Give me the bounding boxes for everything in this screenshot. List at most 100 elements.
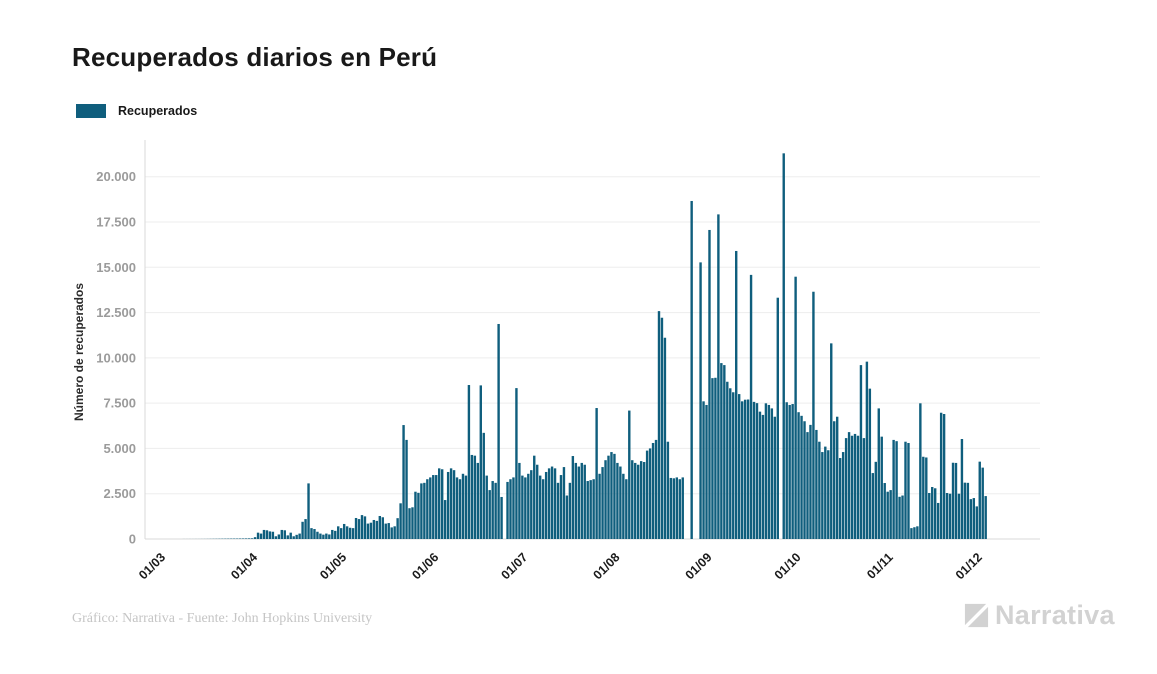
bar (746, 399, 750, 539)
bar (538, 475, 542, 539)
bar (645, 450, 649, 539)
bar (868, 388, 872, 539)
bar (984, 496, 987, 539)
bar (708, 229, 711, 539)
bar (702, 401, 705, 539)
bar (348, 527, 352, 539)
bar (767, 404, 771, 539)
bar (690, 200, 693, 540)
bar (812, 291, 815, 539)
bar (678, 479, 681, 539)
bar (239, 538, 242, 539)
bar (479, 385, 482, 539)
bar (265, 530, 269, 539)
bar (262, 529, 266, 539)
bar (821, 452, 824, 539)
bar (877, 408, 880, 539)
bar (723, 365, 726, 539)
y-tick-label: 15.000 (96, 260, 136, 275)
y-tick-label: 12.500 (96, 305, 136, 320)
bar (342, 523, 346, 539)
bar (357, 519, 361, 539)
bar (408, 508, 411, 539)
bar (948, 493, 952, 539)
bar (337, 526, 340, 539)
bar (244, 538, 248, 539)
bar (619, 466, 622, 539)
bar (250, 538, 254, 539)
x-tick-label: 01/12 (953, 550, 985, 582)
bar (892, 439, 895, 539)
bar (467, 385, 471, 539)
bar (509, 479, 512, 539)
bar (622, 473, 625, 539)
bar (405, 439, 408, 539)
bar (259, 533, 263, 539)
bar (913, 527, 916, 539)
bar (247, 538, 251, 539)
bar (393, 526, 396, 539)
bar (565, 495, 569, 539)
bar (331, 529, 334, 539)
bar (268, 531, 272, 539)
bar (580, 462, 583, 539)
bar (981, 467, 984, 539)
bar (295, 534, 298, 539)
bar (384, 523, 387, 539)
bar (972, 498, 976, 539)
bar (809, 424, 812, 539)
bar (429, 477, 432, 539)
bar (827, 450, 830, 539)
bar (550, 466, 554, 539)
bar (717, 214, 720, 539)
narrativa-logo: Narrativa (963, 600, 1115, 631)
bar (889, 490, 892, 539)
bar (847, 432, 851, 539)
bar (776, 297, 779, 539)
bar (366, 523, 370, 539)
bar (613, 453, 616, 539)
bar (651, 442, 655, 539)
bar (830, 343, 833, 539)
bar (960, 439, 964, 539)
bar (642, 462, 646, 539)
bar (939, 412, 943, 539)
bar (340, 528, 343, 539)
bar (654, 439, 658, 539)
bar (372, 519, 376, 539)
bar (292, 536, 295, 539)
bar (951, 462, 955, 539)
bar (277, 534, 281, 539)
bar (521, 475, 524, 539)
bar (399, 503, 402, 539)
bar (571, 456, 575, 539)
bar (616, 462, 619, 539)
bar (737, 394, 741, 539)
bar (669, 477, 673, 539)
bar (859, 365, 863, 539)
bar (907, 442, 910, 539)
bar (417, 492, 420, 539)
bar (657, 311, 661, 539)
x-tick-label: 01/09 (683, 550, 715, 582)
bar (595, 408, 598, 539)
bar (452, 470, 456, 539)
bar (470, 454, 474, 539)
bar (607, 455, 610, 539)
bar (916, 526, 919, 539)
bar (901, 495, 904, 539)
bar (363, 516, 367, 539)
bar (592, 479, 595, 539)
bar (553, 468, 557, 539)
bar (283, 530, 286, 539)
bar (304, 519, 307, 539)
bar (895, 441, 898, 539)
bar (835, 416, 839, 539)
bar (666, 441, 670, 539)
bar (440, 469, 444, 539)
bar (518, 462, 521, 539)
bar (735, 250, 738, 539)
bar (411, 507, 414, 539)
bar (910, 528, 913, 539)
bar (369, 522, 373, 539)
